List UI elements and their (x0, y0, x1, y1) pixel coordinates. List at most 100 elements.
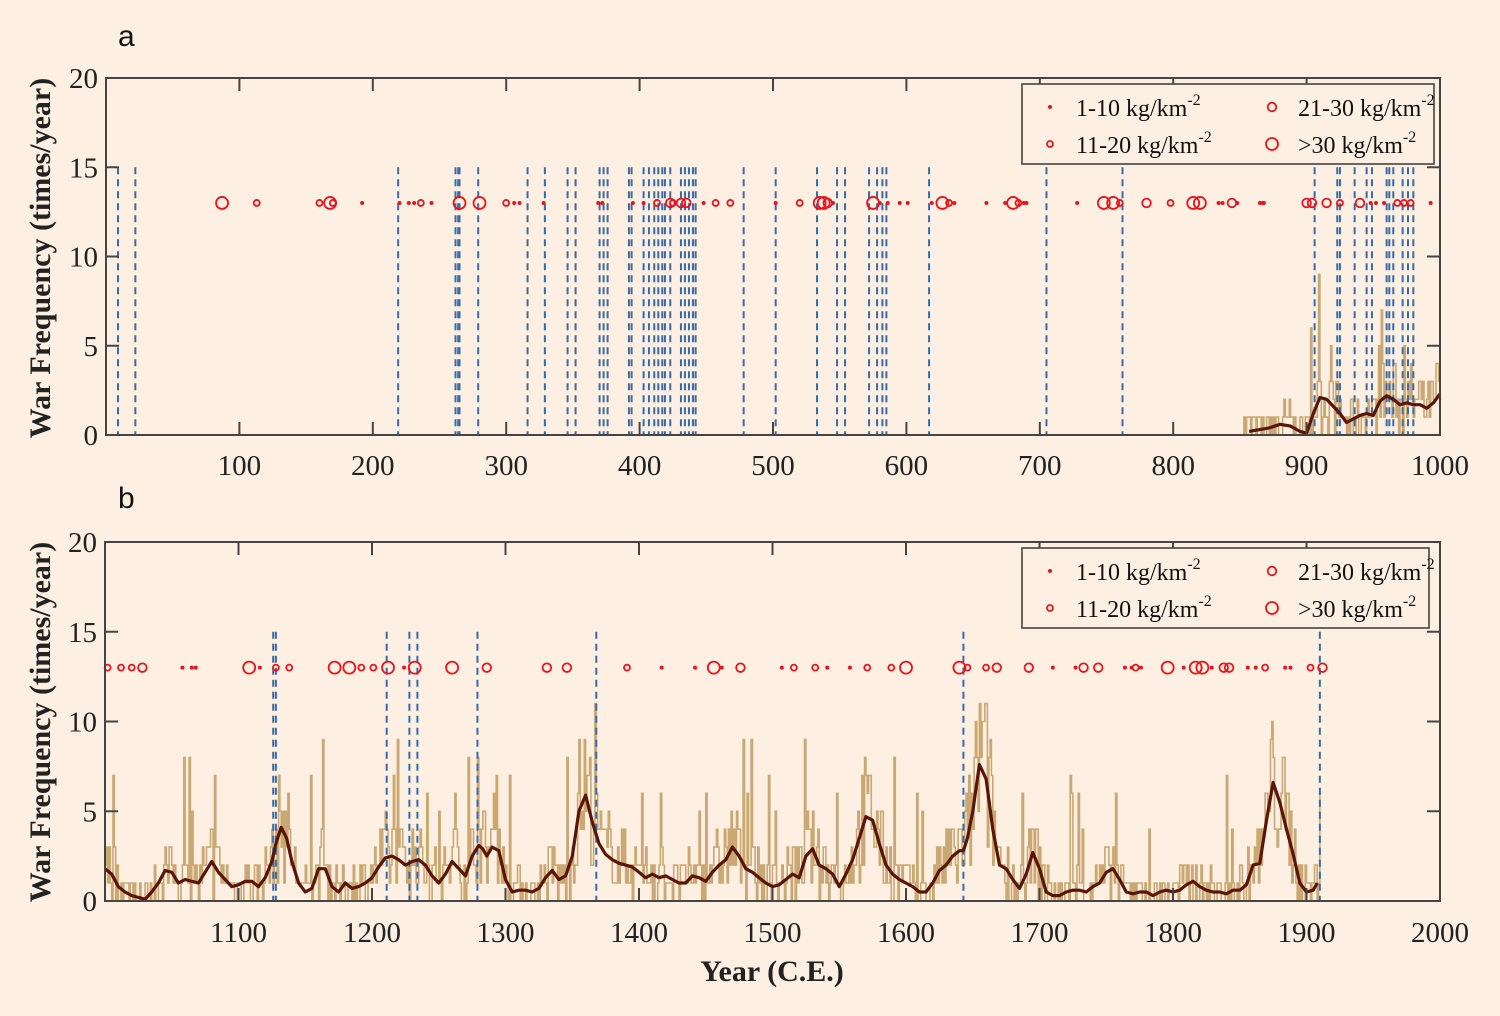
x-tick-label: 300 (484, 450, 528, 482)
dust-marker (481, 662, 493, 673)
smoothed-series-line (103, 762, 1319, 901)
dust-marker (675, 197, 687, 209)
dust-marker (1223, 662, 1235, 673)
dust-marker (735, 662, 746, 673)
dust-marker-small (929, 200, 934, 205)
panel-b-letter: b (118, 482, 135, 515)
dust-marker (117, 663, 125, 672)
raw-series-line (1241, 273, 1442, 436)
dust-marker (1131, 663, 1140, 672)
dust-marker (1317, 662, 1328, 673)
panel-b-ylabel: War Frequency (times/year) (24, 542, 57, 902)
dust-marker-small (1024, 200, 1029, 205)
legend-label: 11-20 kg/km-2 (1076, 129, 1212, 159)
dust-marker-small (630, 200, 635, 205)
raw-series-line (105, 702, 1322, 902)
dust-marker-small (406, 200, 411, 205)
dust-marker-small (1381, 200, 1386, 205)
dust-marker-small (1428, 200, 1433, 205)
legend-label: 21-30 kg/km-2 (1298, 92, 1435, 122)
dust-marker-small (1075, 200, 1080, 205)
dust-marker (315, 199, 324, 207)
y-tick-label: 10 (69, 242, 98, 274)
x-tick-label: 700 (1018, 450, 1062, 482)
dust-marker (127, 663, 136, 672)
dust-marker (899, 660, 913, 675)
dust-marker (252, 199, 261, 207)
legend-label: >30 kg/km-2 (1298, 129, 1416, 159)
dust-marker-small (402, 665, 407, 670)
dust-marker (1393, 199, 1402, 207)
dust-marker (381, 660, 395, 675)
dust-marker (1186, 196, 1201, 210)
x-tick-label: 400 (618, 450, 662, 482)
dust-marker-small (1235, 200, 1240, 205)
dust-marker-small (1253, 665, 1258, 670)
dust-marker-small (1220, 200, 1225, 205)
dust-marker (623, 663, 631, 672)
dust-marker (982, 663, 990, 672)
dust-marker (812, 196, 827, 210)
dust-marker-small (1216, 200, 1221, 205)
dust-marker (1306, 663, 1315, 672)
dust-marker (342, 660, 357, 675)
dust-marker-small (412, 200, 417, 205)
dust-marker-small (1245, 665, 1250, 670)
x-tick-label: 1700 (1011, 917, 1069, 949)
dust-marker (1188, 660, 1203, 675)
x-tick-label: 900 (1285, 450, 1329, 482)
x-tick-label: 1800 (1144, 917, 1202, 949)
dust-marker (795, 199, 804, 207)
x-tick-label: 1300 (477, 917, 535, 949)
dust-marker (327, 660, 342, 675)
panel-b-xlabel: Year (C.E.) (700, 955, 844, 988)
dust-marker (1406, 199, 1415, 207)
x-tick-label: 1000 (1411, 450, 1469, 482)
dust-marker (357, 663, 366, 672)
dust-marker-small (641, 200, 646, 205)
dust-marker-small (1368, 200, 1373, 205)
dust-marker (1166, 199, 1175, 207)
dust-marker (653, 199, 661, 207)
y-tick-label: 15 (68, 617, 97, 649)
dust-marker (328, 199, 337, 207)
dust-marker (1354, 197, 1366, 209)
dust-marker (1115, 199, 1124, 207)
dust-marker (935, 196, 950, 210)
dust-marker (445, 660, 460, 675)
dust-marker (561, 662, 573, 673)
legend-marker (1046, 140, 1054, 148)
legend-marker (1265, 601, 1279, 615)
dust-marker-small (1073, 665, 1078, 670)
dust-marker (472, 196, 487, 210)
dust-marker-small (885, 200, 890, 205)
legend-marker (1048, 569, 1052, 573)
dust-marker (285, 663, 294, 672)
dust-marker (1218, 662, 1229, 673)
dust-marker-small (360, 200, 365, 205)
dust-marker-small (512, 200, 517, 205)
dust-marker-small (773, 200, 778, 205)
dust-marker (1006, 196, 1021, 210)
dust-marker (452, 196, 467, 210)
dust-marker (1160, 660, 1175, 675)
dust-marker-small (877, 200, 882, 205)
x-tick-label: 1400 (610, 917, 668, 949)
legend-label: 21-30 kg/km-2 (1298, 556, 1435, 586)
dust-marker (242, 660, 257, 675)
dust-marker-small (701, 200, 706, 205)
dust-marker (665, 197, 676, 209)
dust-marker (1321, 197, 1332, 209)
y-tick-label: 5 (83, 796, 98, 828)
dust-marker-small (541, 200, 546, 205)
dust-marker (789, 663, 798, 672)
dust-marker (816, 196, 831, 210)
dust-marker-small (1288, 665, 1293, 670)
legend-marker (1265, 137, 1279, 151)
x-tick-label: 1200 (343, 917, 401, 949)
y-tick-label: 10 (68, 707, 97, 739)
legend-label: 11-20 kg/km-2 (1076, 593, 1212, 623)
legend-marker (1048, 105, 1052, 109)
legend-label: 1-10 kg/km-2 (1076, 556, 1201, 586)
x-tick-label: 1500 (744, 917, 802, 949)
